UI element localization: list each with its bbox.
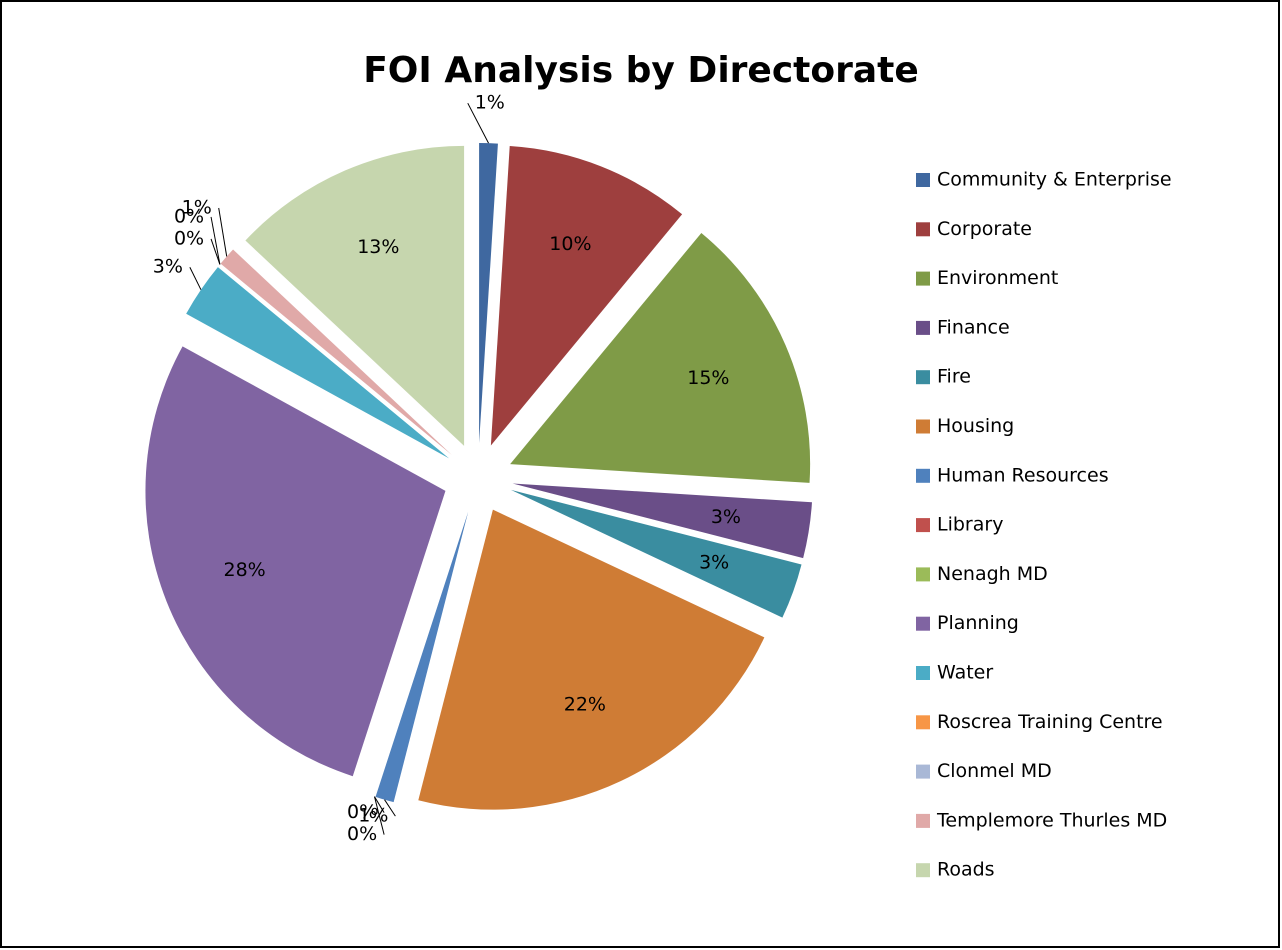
legend-label: Roads xyxy=(937,859,995,881)
data-label: 10% xyxy=(549,233,591,255)
data-label: 0% xyxy=(347,801,377,823)
legend-swatch xyxy=(916,715,930,730)
data-label: 28% xyxy=(224,559,266,581)
data-label: 3% xyxy=(699,552,729,574)
legend-swatch xyxy=(916,567,930,582)
legend-label: Corporate xyxy=(937,218,1032,240)
pie-slice xyxy=(490,146,683,446)
leader-line xyxy=(210,238,221,265)
legend-label: Planning xyxy=(937,612,1019,634)
legend-label: Fire xyxy=(937,366,971,388)
legend-swatch xyxy=(916,419,930,434)
pie-slice xyxy=(220,249,452,455)
leader-line xyxy=(210,216,221,265)
pie-slice xyxy=(512,483,812,559)
pie-slice xyxy=(374,511,468,797)
leader-line xyxy=(374,796,385,813)
legend-label: Templemore Thurles MD xyxy=(936,809,1167,831)
data-label: 3% xyxy=(153,256,183,278)
pie-slice xyxy=(219,264,452,456)
leader-line xyxy=(467,102,489,144)
legend-swatch xyxy=(916,173,930,187)
data-label: 1% xyxy=(182,197,212,219)
leader-line xyxy=(189,266,202,290)
leader-line xyxy=(218,207,228,257)
data-label: 3% xyxy=(711,506,741,528)
pie-slice xyxy=(510,232,811,483)
pie-slice xyxy=(186,267,450,459)
legend-label: Library xyxy=(937,514,1003,536)
data-label: 22% xyxy=(564,694,606,716)
pie-slice xyxy=(245,145,465,446)
pie-slice xyxy=(375,511,469,803)
data-label: 13% xyxy=(357,236,399,258)
pie-slice xyxy=(510,489,802,618)
legend-label: Finance xyxy=(937,316,1010,338)
chart-title: FOI Analysis by Directorate xyxy=(363,50,919,91)
pie-slice xyxy=(418,509,765,810)
leader-line xyxy=(384,799,396,817)
pie-slice xyxy=(145,346,446,777)
legend-label: Water xyxy=(937,662,993,684)
legend-label: Housing xyxy=(937,415,1014,437)
legend-label: Human Resources xyxy=(937,464,1109,486)
data-label: 0% xyxy=(174,205,204,227)
leader-line xyxy=(373,796,385,835)
legend-label: Community & Enterprise xyxy=(937,169,1172,191)
pie-slice xyxy=(479,143,498,444)
legend-swatch xyxy=(916,271,930,286)
legend-swatch xyxy=(916,468,930,483)
legend-swatch xyxy=(916,320,930,335)
legend-label: Environment xyxy=(937,267,1058,289)
data-label: 1% xyxy=(475,92,505,114)
legend-swatch xyxy=(916,764,930,779)
legend-swatch xyxy=(916,666,930,680)
legend-swatch xyxy=(916,370,930,385)
legend-swatch xyxy=(916,863,930,878)
data-label: 0% xyxy=(174,227,204,249)
legend-swatch xyxy=(916,616,930,631)
legend-label: Clonmel MD xyxy=(937,760,1052,782)
data-label: 0% xyxy=(347,823,377,845)
legend-swatch xyxy=(916,518,930,533)
legend-label: Roscrea Training Centre xyxy=(937,711,1163,733)
legend-label: Nenagh MD xyxy=(937,563,1048,585)
legend-swatch xyxy=(916,813,930,828)
data-label: 15% xyxy=(687,367,729,389)
legend-swatch xyxy=(916,222,930,237)
